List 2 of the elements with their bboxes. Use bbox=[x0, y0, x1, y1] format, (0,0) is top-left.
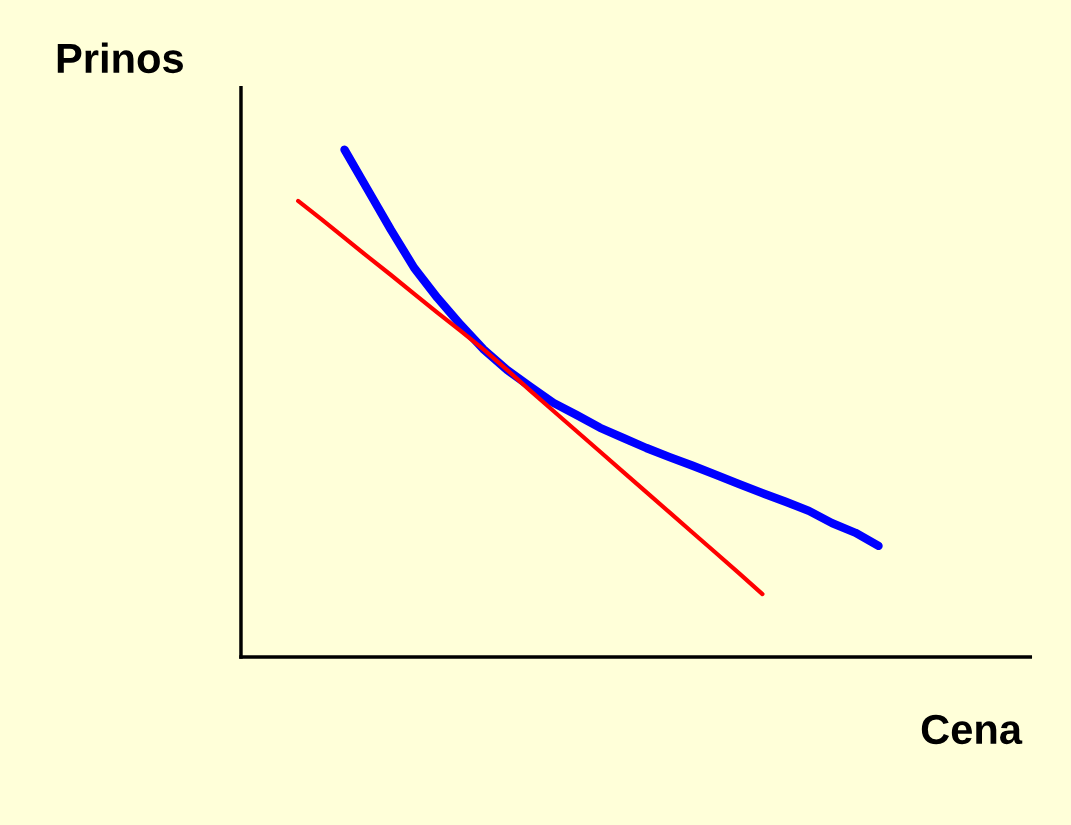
x-axis-title: Cena bbox=[921, 714, 1023, 745]
y-axis-title: Prinos bbox=[57, 42, 183, 74]
